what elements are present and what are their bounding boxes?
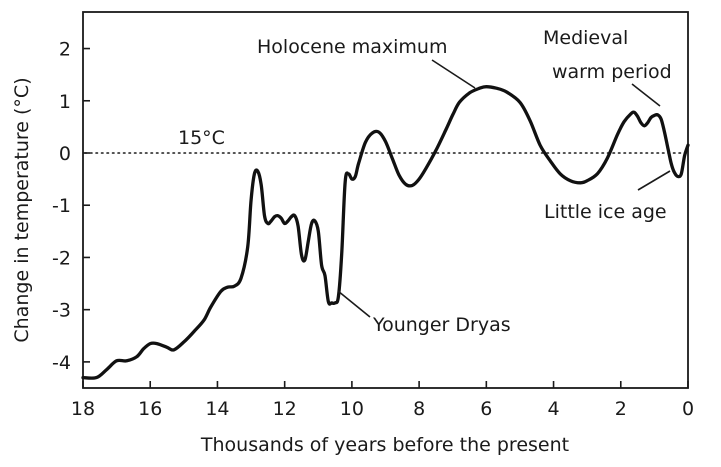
medieval-label-line2: warm period: [552, 61, 672, 83]
y-tick-label: -4: [52, 352, 71, 374]
y-tick-label: 2: [59, 39, 71, 61]
medieval-warm-period-leader: [631, 83, 661, 107]
x-tick-label: 0: [682, 398, 694, 420]
reference-label: 15°C: [178, 127, 225, 149]
x-axis-title: Thousands of years before the present: [200, 434, 569, 456]
x-tick-label: 4: [548, 398, 560, 420]
holocene-maximum-label: Holocene maximum: [257, 36, 447, 58]
little-ice-age-leader: [637, 170, 671, 191]
plot-frame: [82, 11, 689, 389]
little-ice-age-label: Little ice age: [544, 201, 667, 223]
x-tick-label: 12: [273, 398, 297, 420]
x-tick-label: 8: [413, 398, 425, 420]
x-tick-label: 18: [71, 398, 95, 420]
x-tick-label: 6: [480, 398, 492, 420]
y-tick-label: -3: [52, 300, 71, 322]
y-tick-label: -1: [52, 195, 71, 217]
medieval-label-line1: Medieval: [543, 27, 628, 49]
younger-dryas-leader: [337, 290, 371, 318]
x-tick-label: 2: [615, 398, 627, 420]
x-tick-label: 10: [340, 398, 364, 420]
y-tick-label: 0: [59, 143, 71, 165]
y-axis-title: Change in temperature (°C): [11, 77, 33, 342]
temperature-series-line: [81, 85, 690, 380]
x-tick-label: 16: [138, 398, 162, 420]
y-tick-label: 1: [59, 91, 71, 113]
holocene-maximum-leader: [431, 59, 476, 89]
x-axis-ticks: 18 16 14 12 10 8 6 4 2 0: [71, 381, 694, 420]
younger-dryas-label: Younger Dryas: [372, 314, 511, 336]
x-tick-label: 14: [205, 398, 229, 420]
y-tick-label: -2: [52, 247, 71, 269]
y-axis-ticks: 2 1 0 -1 -2 -3 -4: [52, 39, 90, 374]
